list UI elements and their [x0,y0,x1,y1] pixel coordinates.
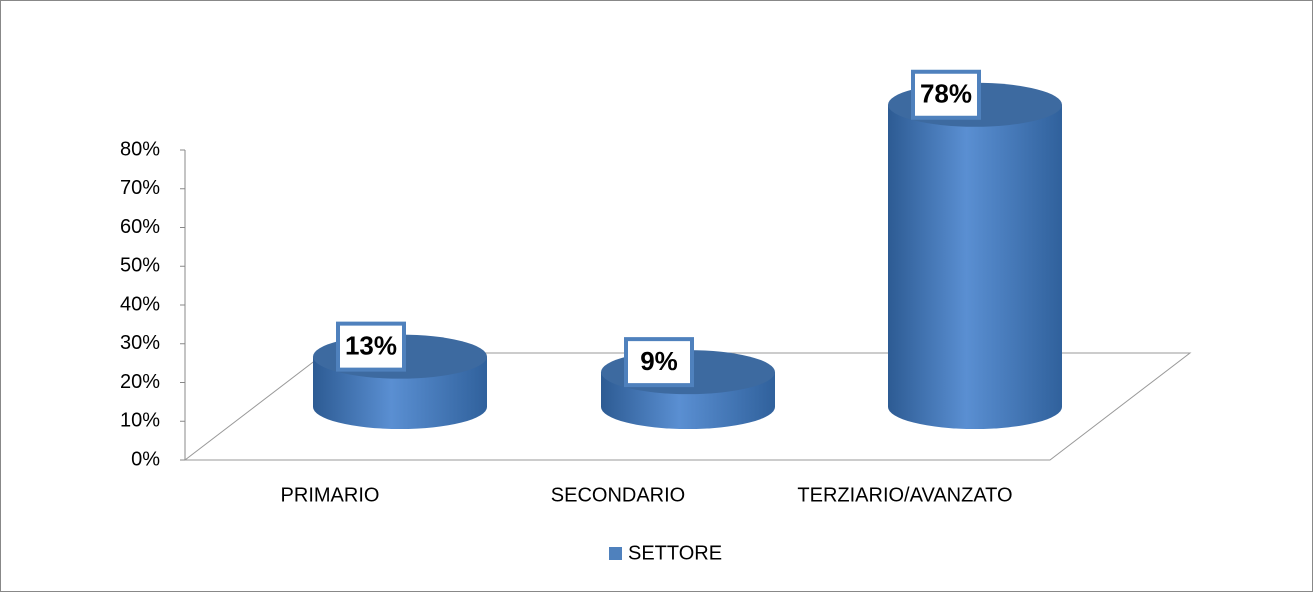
y-tick-label: 10% [120,410,160,432]
value-label: 13% [345,331,397,361]
value-label-box [336,321,406,372]
x-tick-label: PRIMARIO [281,484,380,506]
x-tick-label: SECONDARIO [551,484,685,506]
floor [183,352,1192,461]
y-tick-label: 0% [131,448,160,470]
x-tick-label: TERZIARIO/AVANZATO [797,484,1012,506]
y-tick-label: 80% [120,138,160,160]
cylinder [888,104,1062,429]
y-tick-label: 40% [120,293,160,315]
y-tick-label: 70% [120,177,160,199]
value-label-box [911,69,981,120]
value-label: 9% [640,346,678,376]
y-tick-label: 30% [120,332,160,354]
value-label: 78% [920,79,972,109]
legend-label: SETTORE [628,542,722,564]
y-tick-label: 60% [120,216,160,238]
value-label-box [624,337,694,388]
y-tick-label: 50% [120,255,160,277]
legend-swatch [609,547,622,560]
y-tick-label: 20% [120,371,160,393]
